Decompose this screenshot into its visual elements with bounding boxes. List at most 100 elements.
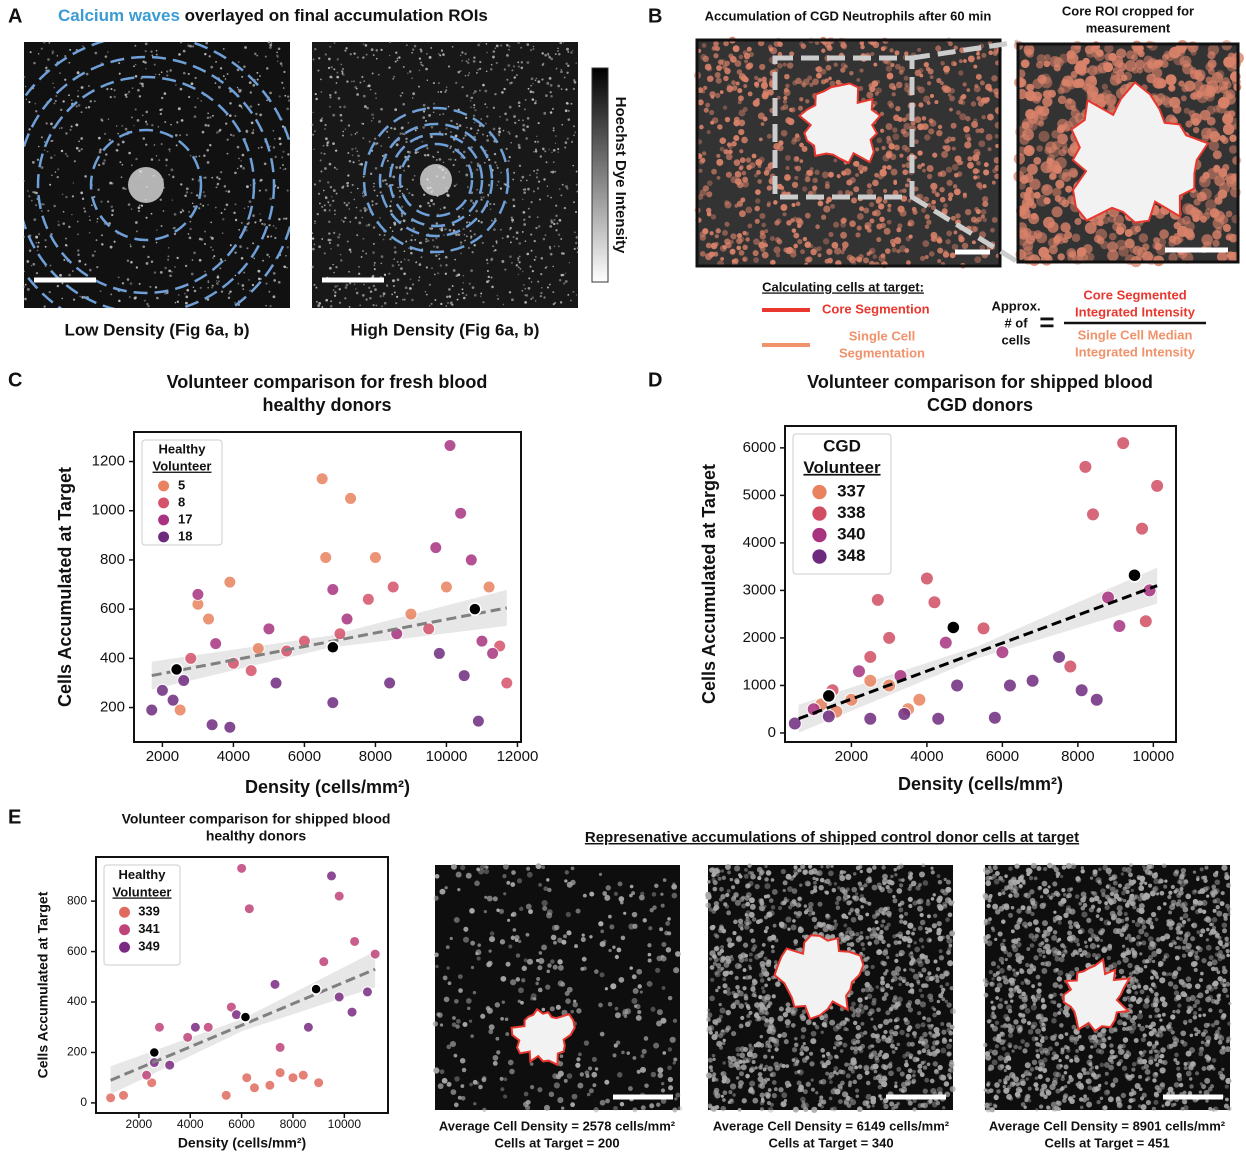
cell: [355, 288, 356, 289]
cell: [1214, 194, 1222, 202]
cell: [207, 204, 208, 205]
cell: [384, 234, 386, 236]
cell: [244, 208, 246, 210]
cell: [932, 1102, 938, 1108]
cell: [739, 55, 744, 60]
cell: [707, 130, 711, 134]
cell: [835, 901, 839, 905]
cell: [822, 1054, 825, 1057]
cell: [772, 1080, 777, 1085]
cell: [893, 868, 897, 872]
cell: [333, 289, 335, 291]
cell: [474, 109, 476, 111]
cell: [225, 78, 226, 79]
cell: [1189, 110, 1196, 117]
cell: [919, 974, 923, 978]
cell: [330, 305, 333, 308]
cell: [530, 90, 533, 93]
cell: [881, 146, 885, 150]
cell: [213, 255, 215, 257]
cell: [260, 278, 262, 280]
cell: [537, 141, 539, 143]
cell: [373, 304, 375, 306]
cell: [80, 137, 83, 140]
cell: [967, 162, 974, 169]
cell: [1113, 67, 1119, 73]
cell: [858, 915, 864, 921]
cell: [338, 97, 341, 100]
cell: [399, 196, 401, 198]
cell: [933, 1051, 938, 1056]
cell: [739, 110, 746, 117]
cell: [512, 221, 513, 222]
cell: [477, 69, 479, 71]
cell: [529, 174, 530, 175]
cell: [426, 53, 428, 55]
cell: [480, 1014, 485, 1019]
cell: [259, 221, 261, 223]
cell: [486, 52, 488, 54]
cell: [886, 956, 889, 959]
cell: [549, 225, 552, 228]
cell: [473, 991, 477, 995]
cell: [119, 161, 121, 163]
cell: [572, 165, 574, 167]
cell: [508, 1060, 514, 1066]
cell: [863, 207, 869, 213]
cell: [145, 42, 148, 45]
cell: [356, 234, 358, 236]
cell: [793, 233, 799, 239]
cell: [507, 160, 509, 162]
cell: [533, 151, 535, 153]
cell: [867, 189, 874, 196]
cell: [261, 223, 263, 225]
cell: [749, 959, 753, 963]
cell: [523, 189, 525, 191]
cell: [550, 58, 553, 61]
cell: [145, 121, 147, 123]
cell: [374, 268, 376, 270]
cell: [956, 110, 961, 115]
cell: [241, 257, 244, 260]
cell: [860, 870, 863, 873]
cell: [766, 894, 770, 898]
cell: [774, 1062, 780, 1068]
cell: [522, 290, 524, 292]
cell: [948, 944, 952, 948]
cell: [804, 910, 808, 914]
cell: [920, 953, 925, 958]
cell: [269, 92, 272, 95]
cell: [518, 266, 520, 268]
cell: [532, 48, 534, 50]
cell: [445, 127, 447, 129]
cell: [184, 195, 187, 198]
cell: [818, 201, 824, 207]
cell: [755, 884, 760, 889]
cell: [771, 905, 775, 909]
cell: [931, 1046, 936, 1051]
cell: [935, 45, 941, 51]
cell: [336, 193, 338, 195]
cell: [136, 230, 138, 232]
cell: [495, 1002, 500, 1007]
cell: [497, 298, 499, 300]
cell: [161, 143, 163, 145]
cell: [160, 108, 163, 111]
cell: [249, 200, 252, 203]
cell: [983, 169, 989, 175]
cell: [622, 1012, 627, 1017]
cell: [451, 1089, 457, 1095]
cell: [1037, 107, 1044, 114]
cell: [972, 240, 976, 244]
cell: [565, 62, 568, 65]
cell: [836, 906, 840, 910]
cell: [814, 170, 819, 175]
cell: [632, 912, 637, 917]
cell: [212, 257, 214, 259]
cell: [725, 117, 730, 122]
cell: [171, 271, 173, 273]
cell: [256, 55, 258, 57]
cell: [867, 183, 872, 188]
cell: [509, 1069, 515, 1075]
cell: [881, 1036, 887, 1042]
